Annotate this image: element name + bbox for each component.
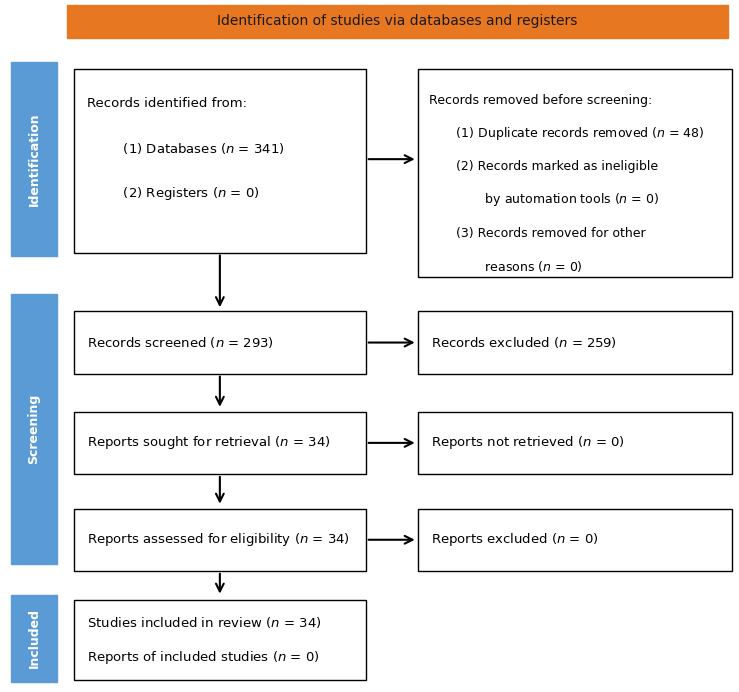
Text: (1) Databases ($n$ = 341): (1) Databases ($n$ = 341) [106,141,285,156]
Text: reasons ($n$ = 0): reasons ($n$ = 0) [449,259,583,274]
FancyBboxPatch shape [74,311,366,374]
FancyBboxPatch shape [418,509,732,571]
Text: Reports sought for retrieval ($n$ = 34): Reports sought for retrieval ($n$ = 34) [87,435,331,451]
FancyBboxPatch shape [74,412,366,474]
FancyBboxPatch shape [74,600,366,680]
Text: Studies included in review ($n$ = 34): Studies included in review ($n$ = 34) [87,615,321,630]
Text: by automation tools ($n$ = 0): by automation tools ($n$ = 0) [449,192,659,208]
Text: Identification of studies via databases and registers: Identification of studies via databases … [217,15,577,28]
FancyBboxPatch shape [67,5,728,38]
Text: Records identified from:: Records identified from: [87,98,248,110]
FancyBboxPatch shape [11,595,57,682]
Text: Records removed before screening:: Records removed before screening: [429,94,652,107]
FancyBboxPatch shape [418,412,732,474]
Text: Reports of included studies ($n$ = 0): Reports of included studies ($n$ = 0) [87,648,320,666]
FancyBboxPatch shape [11,294,57,564]
FancyBboxPatch shape [74,509,366,571]
FancyBboxPatch shape [418,69,732,277]
Text: Included: Included [27,608,41,668]
Text: Reports excluded ($n$ = 0): Reports excluded ($n$ = 0) [431,531,599,548]
Text: Reports assessed for eligibility ($n$ = 34): Reports assessed for eligibility ($n$ = … [87,531,350,548]
Text: (1) Duplicate records removed ($n$ = 48): (1) Duplicate records removed ($n$ = 48) [440,125,704,142]
Text: (3) Records removed for other: (3) Records removed for other [440,227,645,239]
Text: Screening: Screening [27,394,41,464]
FancyBboxPatch shape [418,311,732,374]
FancyBboxPatch shape [11,62,57,256]
FancyBboxPatch shape [74,69,366,253]
Text: Records excluded ($n$ = 259): Records excluded ($n$ = 259) [431,335,617,350]
Text: Records screened ($n$ = 293): Records screened ($n$ = 293) [87,335,274,350]
Text: Identification: Identification [27,112,41,206]
Text: (2) Records marked as ineligible: (2) Records marked as ineligible [440,161,658,173]
Text: (2) Registers ($n$ = 0): (2) Registers ($n$ = 0) [106,185,259,202]
Text: Reports not retrieved ($n$ = 0): Reports not retrieved ($n$ = 0) [431,435,624,451]
